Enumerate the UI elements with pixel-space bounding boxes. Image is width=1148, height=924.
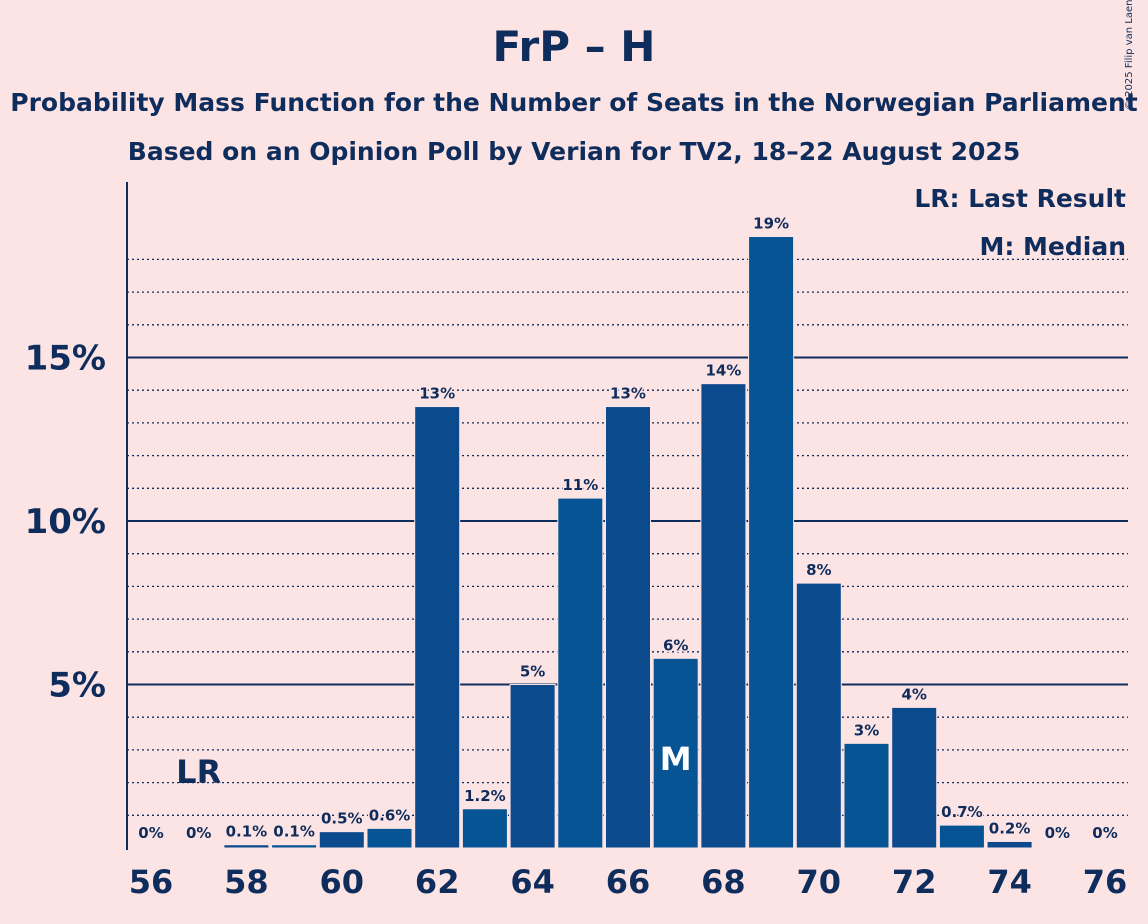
bar-label: 1.2% bbox=[464, 787, 506, 805]
legend-median: M: Median bbox=[979, 232, 1126, 261]
bar-label: 0.6% bbox=[369, 806, 411, 824]
bar-labels: 0% 0% 0.1% 0.1% 0.5% 0.6% 13% 1.2% 5% 11% 13% 6% 14%… bbox=[137, 213, 1119, 843]
bar-seat-66 bbox=[605, 406, 651, 849]
markers: LR M bbox=[176, 740, 691, 791]
x-tick-label: 58 bbox=[224, 863, 269, 901]
bar-label: 11% bbox=[562, 476, 598, 494]
x-tick-label: 72 bbox=[892, 863, 937, 901]
x-tick-label: 70 bbox=[797, 863, 842, 901]
bar-seat-74 bbox=[986, 840, 1033, 849]
chart-subtitle-1: Probability Mass Function for the Number… bbox=[10, 88, 1138, 117]
bar-seat-60 bbox=[318, 831, 365, 849]
bar-label: 0.7% bbox=[941, 803, 983, 821]
y-tick-label: 5% bbox=[48, 666, 106, 706]
bar-label: 13% bbox=[419, 385, 455, 403]
bar-seat-69 bbox=[748, 236, 795, 849]
bar-label: 0% bbox=[138, 824, 163, 842]
chart-subtitle-2: Based on an Opinion Poll by Verian for T… bbox=[127, 137, 1021, 166]
median-marker: M bbox=[660, 740, 692, 778]
bar-label: 13% bbox=[610, 385, 646, 403]
x-tick-label: 74 bbox=[987, 863, 1032, 901]
x-tick-label: 66 bbox=[606, 863, 651, 901]
bars bbox=[223, 236, 1033, 849]
bar-seat-61 bbox=[366, 827, 413, 849]
bar-seat-67 bbox=[652, 657, 699, 849]
bar-seat-62 bbox=[414, 406, 461, 849]
bar-label: 0% bbox=[1092, 824, 1117, 842]
bar-label: 3% bbox=[854, 721, 879, 739]
y-tick-label: 15% bbox=[25, 339, 106, 379]
bar-seat-70 bbox=[795, 582, 842, 849]
x-tick-label: 60 bbox=[320, 863, 365, 901]
bar-seat-68 bbox=[700, 383, 747, 849]
y-tick-labels: 5% 10% 15% bbox=[25, 339, 106, 706]
bar-label: 0.1% bbox=[226, 823, 268, 841]
x-tick-label: 76 bbox=[1083, 863, 1128, 901]
x-tick-label: 68 bbox=[701, 863, 746, 901]
chart-title: FrP – H bbox=[492, 22, 656, 71]
bar-label: 8% bbox=[806, 561, 831, 579]
bar-label: 0% bbox=[1045, 824, 1070, 842]
last-result-marker: LR bbox=[176, 753, 221, 791]
bar-label: 0.5% bbox=[321, 810, 363, 828]
bar-seat-65 bbox=[557, 497, 604, 849]
x-tick-label: 64 bbox=[510, 863, 555, 901]
bar-label: 14% bbox=[705, 362, 741, 380]
bar-seat-73 bbox=[938, 824, 985, 849]
bar-seat-63 bbox=[461, 808, 508, 849]
bar-label: 0.2% bbox=[989, 819, 1031, 837]
bar-seat-59 bbox=[271, 844, 318, 849]
bar-label: 5% bbox=[520, 663, 545, 681]
bar-label: 6% bbox=[663, 636, 688, 654]
bar-seat-71 bbox=[843, 742, 890, 849]
legend-last-result: LR: Last Result bbox=[914, 184, 1126, 213]
x-tick-labels: 56 58 60 62 64 66 68 70 72 74 76 bbox=[129, 863, 1128, 901]
bar-label: 0.1% bbox=[273, 823, 315, 841]
bar-label: 19% bbox=[753, 215, 789, 233]
y-tick-label: 10% bbox=[25, 502, 106, 542]
bar-seat-58 bbox=[223, 844, 270, 849]
x-tick-label: 62 bbox=[415, 863, 460, 901]
bar-seat-72 bbox=[891, 706, 938, 849]
bar-label: 4% bbox=[901, 685, 926, 703]
bar-seat-64 bbox=[509, 684, 556, 849]
bar-label: 0% bbox=[186, 824, 211, 842]
x-tick-label: 56 bbox=[129, 863, 174, 901]
